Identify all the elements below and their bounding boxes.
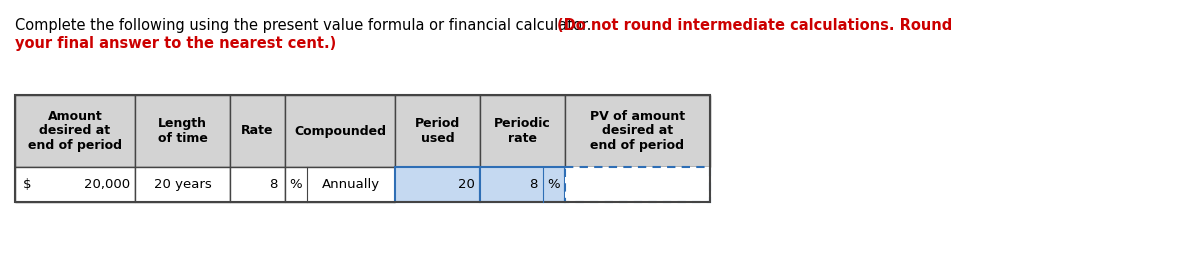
Text: 20 years: 20 years [154, 178, 211, 191]
Text: Amount
desired at
end of period: Amount desired at end of period [28, 109, 122, 153]
Bar [134, 167, 230, 202]
Bar [480, 95, 565, 167]
Bar [565, 167, 710, 202]
Text: Period
used: Period used [415, 117, 460, 145]
Bar [14, 167, 134, 202]
Text: %: % [547, 178, 560, 191]
Text: 8: 8 [529, 178, 538, 191]
Text: 20,000: 20,000 [84, 178, 130, 191]
Bar [480, 167, 565, 202]
Text: %: % [289, 178, 302, 191]
Text: 20: 20 [458, 178, 475, 191]
Bar [14, 95, 134, 167]
Text: Length
of time: Length of time [157, 117, 208, 145]
Bar [395, 167, 480, 202]
Text: 8: 8 [269, 178, 277, 191]
Bar [286, 95, 395, 167]
Bar [286, 167, 395, 202]
Text: Annually: Annually [322, 178, 380, 191]
Text: Complete the following using the present value formula or financial calculator.: Complete the following using the present… [14, 18, 596, 33]
Text: (Do not round intermediate calculations. Round: (Do not round intermediate calculations.… [557, 18, 953, 33]
Bar [565, 95, 710, 167]
Text: Periodic
rate: Periodic rate [494, 117, 551, 145]
Bar [230, 95, 286, 167]
Bar [230, 167, 286, 202]
Bar [14, 95, 710, 202]
Text: Compounded: Compounded [294, 124, 386, 137]
Text: $: $ [23, 178, 31, 191]
Bar [134, 95, 230, 167]
Text: your final answer to the nearest cent.): your final answer to the nearest cent.) [14, 36, 336, 51]
Text: PV of amount
desired at
end of period: PV of amount desired at end of period [590, 109, 685, 153]
Text: Rate: Rate [241, 124, 274, 137]
Bar [395, 95, 480, 167]
